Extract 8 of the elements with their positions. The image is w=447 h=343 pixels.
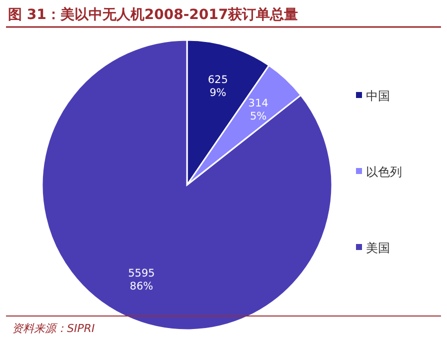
chart-title: 图 31：美以中无人机2008-2017获订单总量 bbox=[8, 6, 298, 23]
data-label: 5595 86% bbox=[128, 267, 155, 292]
text: 资料来源：SIPRI bbox=[12, 322, 95, 335]
legend-label: 美国 bbox=[366, 241, 390, 255]
legend-label: 中国 bbox=[366, 89, 390, 103]
data-label: 314 5% bbox=[248, 97, 269, 122]
legend-label: 以色列 bbox=[366, 165, 402, 179]
data-label: 625 9% bbox=[208, 74, 228, 99]
